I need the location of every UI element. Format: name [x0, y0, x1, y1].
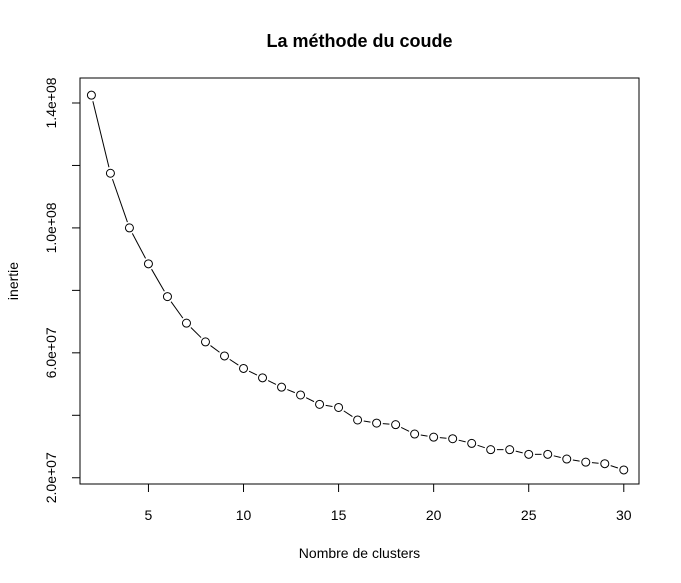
plot-frame — [79, 77, 640, 485]
y-tick-label: 1.0e+08 — [43, 202, 59, 253]
data-point — [429, 432, 439, 442]
data-point — [334, 402, 344, 412]
series-line-segment — [382, 423, 390, 425]
series-line-segment — [477, 444, 485, 449]
x-axis-label: Nombre de clusters — [299, 545, 420, 561]
series-line-segment — [610, 465, 619, 469]
series-line-segment — [400, 426, 410, 432]
series-layer — [86, 90, 629, 475]
data-point — [315, 399, 325, 409]
x-tick-label: 20 — [426, 507, 442, 523]
data-point — [562, 454, 572, 464]
y-axis: 2.0e+07 6.0e+07 1.0e+08 1.4e+08 — [43, 77, 80, 503]
data-point — [467, 438, 477, 448]
series-line-segment — [572, 459, 580, 462]
data-point — [391, 420, 401, 430]
x-tick-label: 15 — [331, 507, 347, 523]
series-line-segment — [111, 178, 128, 223]
series-line-segment — [591, 462, 599, 464]
x-axis: 5 10 15 20 25 30 — [145, 484, 632, 523]
data-point — [258, 373, 268, 383]
data-point — [581, 457, 591, 467]
series-line-segment — [229, 358, 239, 366]
series-line-segment — [325, 404, 333, 407]
series-line-segment — [267, 380, 277, 385]
data-point — [372, 418, 382, 428]
data-point — [239, 363, 249, 373]
data-point — [181, 318, 191, 328]
x-tick-label: 30 — [616, 507, 632, 523]
data-point — [277, 382, 287, 392]
data-point — [505, 445, 515, 455]
series-line-segment — [287, 389, 296, 394]
data-point — [220, 351, 230, 361]
series-line-segment — [210, 345, 220, 353]
data-point — [143, 259, 153, 269]
series-line-segment — [92, 101, 110, 168]
x-tick-label: 25 — [521, 507, 537, 523]
y-axis-label: inertie — [5, 262, 21, 300]
series-line-segment — [439, 437, 447, 439]
y-tick-label: 1.4e+08 — [43, 77, 59, 128]
data-point — [105, 168, 115, 178]
data-point — [353, 415, 363, 425]
series-line-segment — [515, 450, 523, 454]
x-tick-label: 10 — [236, 507, 252, 523]
data-point — [124, 223, 134, 233]
y-tick-label: 2.0e+07 — [43, 452, 59, 503]
series-line-segment — [190, 327, 202, 338]
data-point — [600, 459, 610, 469]
series-line-segment — [170, 301, 184, 319]
series-line-segment — [420, 434, 428, 437]
series-line-segment — [305, 397, 315, 403]
series-line-segment — [553, 455, 561, 459]
series-line-segment — [343, 410, 353, 417]
data-point — [524, 449, 534, 459]
data-point — [162, 292, 172, 302]
data-point — [448, 434, 458, 444]
series-line-segment — [363, 420, 371, 423]
x-tick-label: 5 — [145, 507, 153, 523]
data-point — [86, 90, 96, 100]
data-point — [200, 337, 210, 347]
data-point — [486, 445, 496, 455]
data-point — [410, 429, 420, 439]
data-point — [543, 449, 553, 459]
y-tick-label: 6.0e+07 — [43, 327, 59, 378]
series-line-segment — [131, 233, 146, 259]
series-line-segment — [248, 370, 258, 376]
data-point — [619, 465, 629, 475]
series-line-segment — [458, 439, 466, 443]
chart-title: La méthode du coude — [266, 31, 452, 51]
series-line-segment — [151, 268, 165, 292]
data-point — [296, 390, 306, 400]
